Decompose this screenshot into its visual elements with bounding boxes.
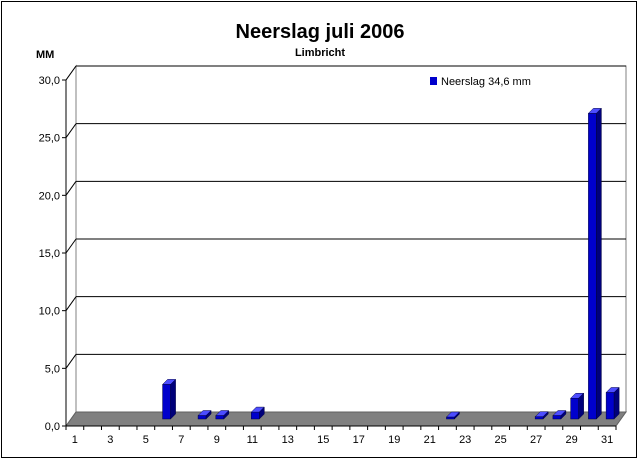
y-tick-label: 25,0 [39,133,60,145]
bar-side [205,409,212,420]
bar-front [552,415,562,420]
bar-side [454,411,460,420]
chart-subtitle: Limbricht [295,47,345,59]
bar-side [542,411,549,420]
x-tick-label: 13 [282,434,294,446]
y-tick-label: 30,0 [39,75,60,87]
gridline-side [65,181,77,196]
legend-entry: Neerslag 34,6 mm [441,76,531,88]
bar-front [197,415,207,420]
y-tick-label: 5,0 [45,363,60,375]
bar-front [446,416,455,420]
plot-area: 0,05,010,015,020,025,030,01 3 5 7 9 11 13 15 17 1… [39,64,627,446]
gridline-side [65,296,77,311]
x-tick-label: 29 [566,434,578,446]
y-tick-label: 0,0 [45,421,60,433]
bar-side [578,392,584,420]
x-tick-label: 15 [317,434,329,446]
gridline-side [65,238,77,254]
x-tick-label: 19 [388,434,400,446]
x-tick-label: 27 [530,434,542,446]
x-tick-label: 5 [143,434,149,446]
x-tick-label: 3 [107,434,113,446]
x-tick-label: 17 [353,434,365,446]
chart-title: Neerslag juli 2006 [236,21,405,43]
bar-side [596,107,602,420]
bar-side [223,409,230,420]
x-tick-label: 25 [495,434,507,446]
bar-side [259,406,265,420]
gridline-side [65,354,77,369]
x-tick-label: 9 [214,434,220,446]
bar-front [605,392,615,420]
x-tick-label: 11 [247,434,258,446]
x-tick-label: 1 [72,434,78,446]
x-tick-label: 23 [459,434,471,446]
bar-front [215,415,225,420]
legend: Neerslag 34,6 mm [430,76,531,88]
bar-front [534,416,544,420]
y-tick-label: 10,0 [39,306,60,318]
bar-front [570,397,579,420]
x-tick-label: 31 [601,434,613,446]
bar-front [251,411,260,420]
bar-front [588,113,597,420]
legend-swatch [430,77,437,85]
gridline-side [65,65,77,81]
bar-side [613,386,620,420]
bar-front [162,384,171,420]
x-tick-label: 21 [424,434,436,446]
bar-side [560,409,567,420]
bar-side [170,378,176,420]
x-tick-label: 7 [178,434,184,446]
y-axis-label: MM [36,49,54,61]
y-tick-label: 20,0 [39,190,60,202]
gridline-side [65,123,77,138]
y-tick-label: 15,0 [39,248,60,260]
